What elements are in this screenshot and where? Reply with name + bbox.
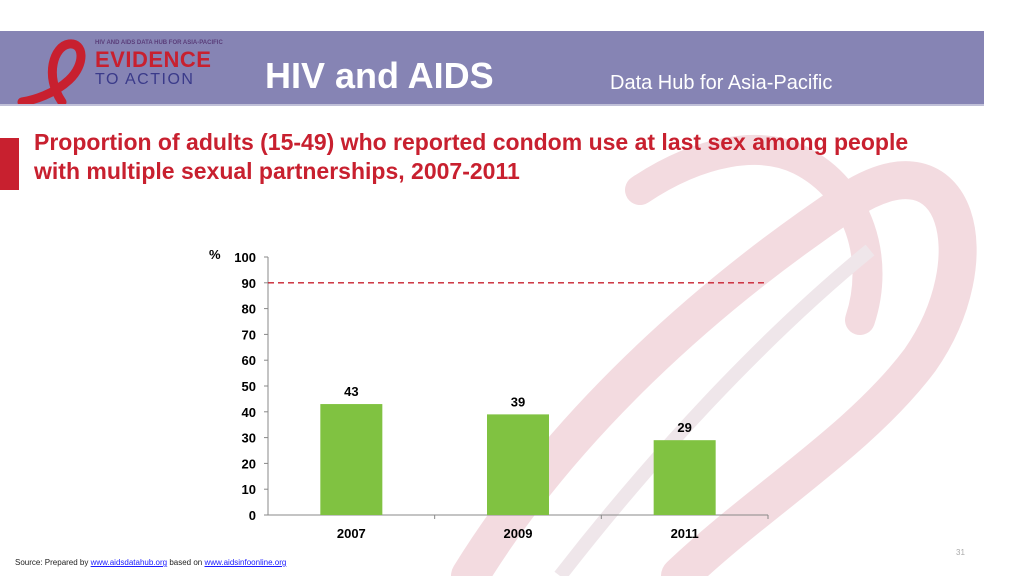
bar bbox=[320, 404, 383, 515]
page-number: 31 bbox=[956, 548, 965, 557]
source-prefix: Source: Prepared by bbox=[15, 558, 91, 567]
page-title: HIV and AIDS bbox=[265, 55, 494, 96]
data-label: 39 bbox=[511, 394, 525, 409]
data-label: 43 bbox=[344, 384, 358, 399]
y-tick-label: 20 bbox=[242, 456, 256, 471]
logo-tagline: HIV AND AIDS DATA HUB FOR ASIA-PACIFIC bbox=[95, 40, 223, 46]
y-axis-unit-label: % bbox=[209, 247, 221, 262]
logo-evidence-text: EVIDENCE bbox=[95, 47, 212, 72]
source-middle: based on bbox=[167, 558, 205, 567]
chart-title: Proportion of adults (15-49) who reporte… bbox=[34, 129, 909, 184]
y-tick-label: 10 bbox=[242, 482, 256, 497]
x-tick-label: 2011 bbox=[671, 526, 699, 541]
title-accent-bar bbox=[0, 138, 19, 190]
bar bbox=[653, 440, 716, 515]
bar bbox=[487, 414, 549, 515]
y-tick-label: 60 bbox=[242, 353, 256, 368]
page-subtitle: Data Hub for Asia-Pacific bbox=[610, 72, 833, 94]
data-label: 29 bbox=[677, 420, 691, 435]
evidence-to-action-logo bbox=[14, 36, 244, 107]
y-tick-label: 30 bbox=[242, 431, 256, 446]
y-tick-label: 90 bbox=[242, 276, 256, 291]
y-tick-label: 100 bbox=[234, 250, 256, 265]
source-note: Source: Prepared by www.aidsdatahub.org … bbox=[15, 558, 286, 567]
y-tick-label: 50 bbox=[242, 379, 256, 394]
x-tick-label: 2009 bbox=[504, 526, 533, 541]
x-tick-label: 2007 bbox=[337, 526, 366, 541]
y-tick-label: 0 bbox=[249, 508, 256, 523]
aidsdatahub-link[interactable]: www.aidsdatahub.org bbox=[90, 558, 168, 567]
red-ribbon-icon bbox=[17, 39, 86, 107]
logo-to-action-text: TO ACTION bbox=[95, 71, 195, 88]
header-bar bbox=[0, 31, 984, 104]
y-tick-label: 40 bbox=[242, 405, 256, 420]
header-divider bbox=[0, 104, 984, 106]
y-tick-label: 80 bbox=[242, 302, 256, 317]
aidsinfoonline-link[interactable]: www.aidsinfoonline.org bbox=[204, 558, 287, 567]
y-tick-label: 70 bbox=[242, 327, 256, 342]
